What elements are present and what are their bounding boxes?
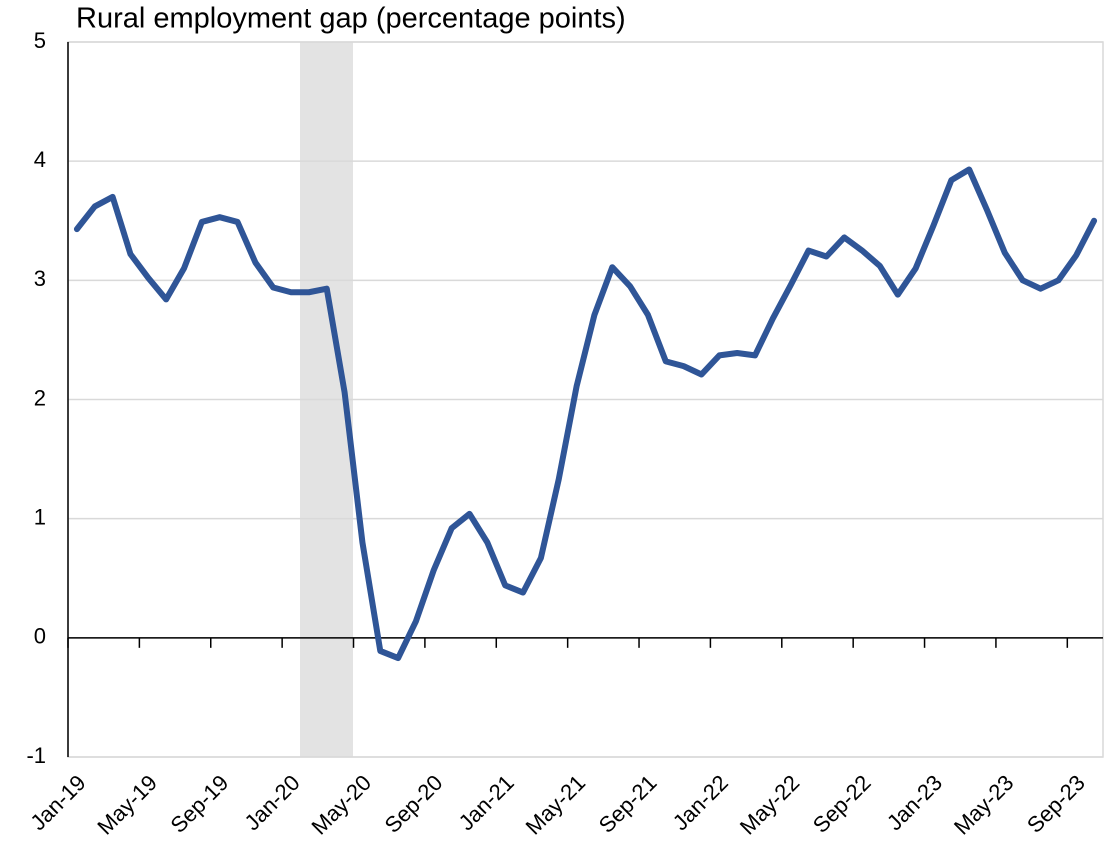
y-tick-label: 5 (34, 28, 46, 53)
x-tick-label: Sep-20 (380, 770, 448, 838)
x-tick-label: Sep-23 (1022, 770, 1090, 838)
y-tick-label: 2 (34, 385, 46, 410)
x-tick-label: Jan-23 (882, 770, 947, 835)
x-tick-label: Jan-21 (454, 770, 519, 835)
x-tick-label: May-19 (92, 770, 162, 840)
x-tick-label: Jan-19 (25, 770, 90, 835)
x-tick-label: Jan-20 (239, 770, 304, 835)
y-tick-label: 1 (34, 504, 46, 529)
x-tick-label: May-23 (949, 770, 1019, 840)
y-tick-label: 3 (34, 266, 46, 291)
x-tick-label: May-22 (735, 770, 805, 840)
x-tick-label: Sep-22 (808, 770, 876, 838)
x-tick-label: May-21 (521, 770, 591, 840)
x-tick-label: Jan-22 (668, 770, 733, 835)
x-tick-label: May-20 (307, 770, 377, 840)
data-line (73, 166, 1098, 662)
x-tick-label: Sep-19 (165, 770, 233, 838)
chart-title: Rural employment gap (percentage points) (76, 3, 626, 35)
y-tick-label: -1 (26, 743, 46, 768)
y-tick-label: 4 (34, 147, 46, 172)
x-tick-label: Sep-21 (594, 770, 662, 838)
y-tick-label: 0 (34, 624, 46, 649)
